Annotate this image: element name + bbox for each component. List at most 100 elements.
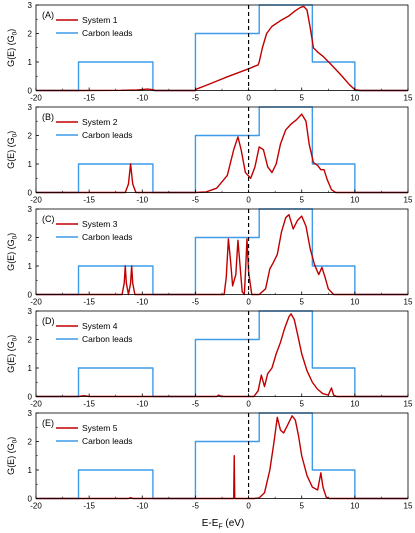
y-tick-label: 2 bbox=[28, 336, 33, 345]
x-tick-label: 5 bbox=[299, 196, 304, 205]
x-tick-label: 10 bbox=[350, 298, 359, 307]
y-tick-label: 2 bbox=[28, 132, 33, 141]
y-tick-label: 0 bbox=[28, 393, 33, 402]
panel-label: (B) bbox=[42, 112, 54, 122]
x-tick-label: -10 bbox=[137, 502, 149, 511]
x-tick-label: 0 bbox=[246, 400, 251, 409]
series-line-system-4 bbox=[36, 313, 408, 398]
legend-label: System 5 bbox=[82, 423, 118, 433]
x-tick-label: -10 bbox=[137, 400, 149, 409]
x-tick-label: 0 bbox=[246, 298, 251, 307]
x-tick-label: -5 bbox=[192, 298, 200, 307]
panel-label: (C) bbox=[42, 214, 55, 224]
y-tick-label: 1 bbox=[28, 58, 33, 67]
y-axis-label-main: G(E) (G bbox=[6, 239, 16, 271]
y-axis-label: G(E) (G0) bbox=[6, 335, 19, 373]
y-tick-label: 0 bbox=[28, 87, 33, 96]
x-tick-label: 15 bbox=[404, 400, 413, 409]
y-tick-label: 2 bbox=[28, 234, 33, 243]
x-tick-label: -20 bbox=[30, 94, 42, 103]
y-tick-label: 3 bbox=[28, 103, 33, 112]
x-tick-label: 15 bbox=[404, 298, 413, 307]
y-tick-label: 1 bbox=[28, 160, 33, 169]
y-tick-label: 1 bbox=[28, 364, 33, 373]
x-tick-label: 15 bbox=[404, 502, 413, 511]
x-tick-label: -10 bbox=[137, 196, 149, 205]
panel-label: (A) bbox=[42, 10, 54, 20]
panel-label: (E) bbox=[42, 418, 54, 428]
y-tick-label: 1 bbox=[28, 262, 33, 271]
x-tick-label: 5 bbox=[299, 400, 304, 409]
series-line-carbon-leads bbox=[36, 4, 408, 92]
x-tick-label: 5 bbox=[299, 502, 304, 511]
x-tick-label: 10 bbox=[350, 400, 359, 409]
x-tick-label: -20 bbox=[30, 502, 42, 511]
y-axis-label-main: G(E) (G bbox=[6, 443, 16, 475]
x-tick-label: -20 bbox=[30, 196, 42, 205]
series-line-system-3 bbox=[36, 214, 408, 296]
y-axis-label-main: G(E) (G bbox=[6, 341, 16, 373]
x-tick-label: 5 bbox=[299, 94, 304, 103]
y-tick-label: 1 bbox=[28, 466, 33, 475]
y-axis-label-end: ) bbox=[6, 335, 16, 338]
y-tick-label: 3 bbox=[28, 1, 33, 10]
x-tick-label: 0 bbox=[246, 94, 251, 103]
x-tick-label: -5 bbox=[192, 400, 200, 409]
x-tick-label: 0 bbox=[246, 196, 251, 205]
y-axis-label-sub: 0 bbox=[12, 31, 19, 35]
x-tick-label: -15 bbox=[83, 196, 95, 205]
x-tick-label: -10 bbox=[137, 94, 149, 103]
y-axis-label-end: ) bbox=[6, 233, 16, 236]
y-axis-label: G(E) (G0) bbox=[6, 131, 19, 169]
y-tick-label: 0 bbox=[28, 189, 33, 198]
x-tick-label: -20 bbox=[30, 400, 42, 409]
y-axis-label-end: ) bbox=[6, 437, 16, 440]
x-tick-label: -15 bbox=[83, 298, 95, 307]
legend-label: Carbon leads bbox=[82, 232, 133, 242]
series-line-carbon-leads bbox=[36, 208, 408, 296]
series-line-carbon-leads bbox=[36, 412, 408, 500]
x-tick-label: -5 bbox=[192, 94, 200, 103]
x-tick-label: 10 bbox=[350, 502, 359, 511]
y-axis-label-sub: 0 bbox=[12, 133, 19, 137]
y-tick-label: 3 bbox=[28, 205, 33, 214]
x-axis-label: E-EF (eV) bbox=[202, 518, 245, 531]
legend-label: System 2 bbox=[82, 117, 118, 127]
series-line-carbon-leads bbox=[36, 310, 408, 398]
x-tick-label: -10 bbox=[137, 298, 149, 307]
x-tick-label: 15 bbox=[404, 196, 413, 205]
x-tick-label: -20 bbox=[30, 298, 42, 307]
y-tick-label: 3 bbox=[28, 307, 33, 316]
y-tick-label: 3 bbox=[28, 409, 33, 418]
y-tick-label: 0 bbox=[28, 495, 33, 504]
x-tick-label: -15 bbox=[83, 94, 95, 103]
y-axis-label-sub: 0 bbox=[12, 235, 19, 239]
x-tick-label: 10 bbox=[350, 196, 359, 205]
legend-label: Carbon leads bbox=[82, 436, 133, 446]
legend-label: System 4 bbox=[82, 321, 118, 331]
series-line-system-5 bbox=[36, 415, 408, 500]
x-tick-label: 15 bbox=[404, 94, 413, 103]
x-tick-label: 10 bbox=[350, 94, 359, 103]
y-axis-label-end: ) bbox=[6, 131, 16, 134]
y-axis-label-main: G(E) (G bbox=[6, 35, 16, 67]
x-tick-label: -5 bbox=[192, 502, 200, 511]
series-line-carbon-leads bbox=[36, 106, 408, 194]
y-axis-label: G(E) (G0) bbox=[6, 233, 19, 271]
x-tick-label: -15 bbox=[83, 502, 95, 511]
x-axis-label-main: E-E bbox=[202, 518, 219, 529]
y-tick-label: 0 bbox=[28, 291, 33, 300]
y-axis-label: G(E) (G0) bbox=[6, 437, 19, 475]
x-tick-label: -15 bbox=[83, 400, 95, 409]
y-axis-label-main: G(E) (G bbox=[6, 137, 16, 169]
legend-label: System 3 bbox=[82, 219, 118, 229]
legend-label: System 1 bbox=[82, 15, 118, 25]
y-axis-label-end: ) bbox=[6, 29, 16, 32]
panel-label: (D) bbox=[42, 316, 55, 326]
